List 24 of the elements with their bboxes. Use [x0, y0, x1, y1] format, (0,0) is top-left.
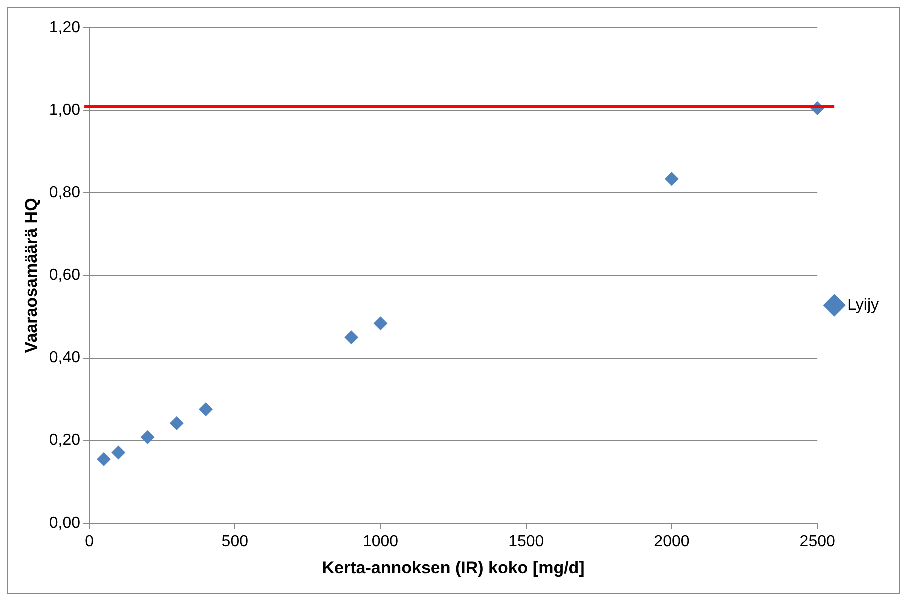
point	[97, 452, 112, 466]
y-tick-label: 0,20	[49, 432, 81, 450]
y-tick-label: 0,80	[49, 184, 81, 202]
y-tick-label: 1,20	[49, 19, 81, 36]
point	[664, 172, 679, 186]
x-axis-title: Kerta-annoksen (IR) koko [mg/d]	[322, 558, 585, 578]
x-tick-label: 1500	[508, 533, 544, 550]
point	[170, 416, 184, 430]
x-tick-label: 1000	[362, 533, 399, 550]
y-tick-label: 1,00	[49, 102, 81, 119]
point	[140, 430, 155, 445]
y-tick-label: 0,60	[49, 267, 81, 284]
point	[374, 316, 388, 331]
point	[344, 330, 359, 345]
y-tick-label: 0,00	[49, 514, 81, 532]
y-tick-label: 0,40	[49, 350, 81, 367]
point	[199, 402, 214, 416]
legend-label: Lyijy	[848, 296, 880, 314]
x-tick-label: 2000	[654, 533, 690, 550]
point	[112, 446, 126, 460]
x-tick-label: 2500	[800, 533, 836, 550]
x-tick-label: 0	[85, 533, 94, 550]
x-tick-label: 500	[222, 533, 249, 550]
y-axis-title: Vaaraosamäärä HQ	[22, 198, 41, 354]
